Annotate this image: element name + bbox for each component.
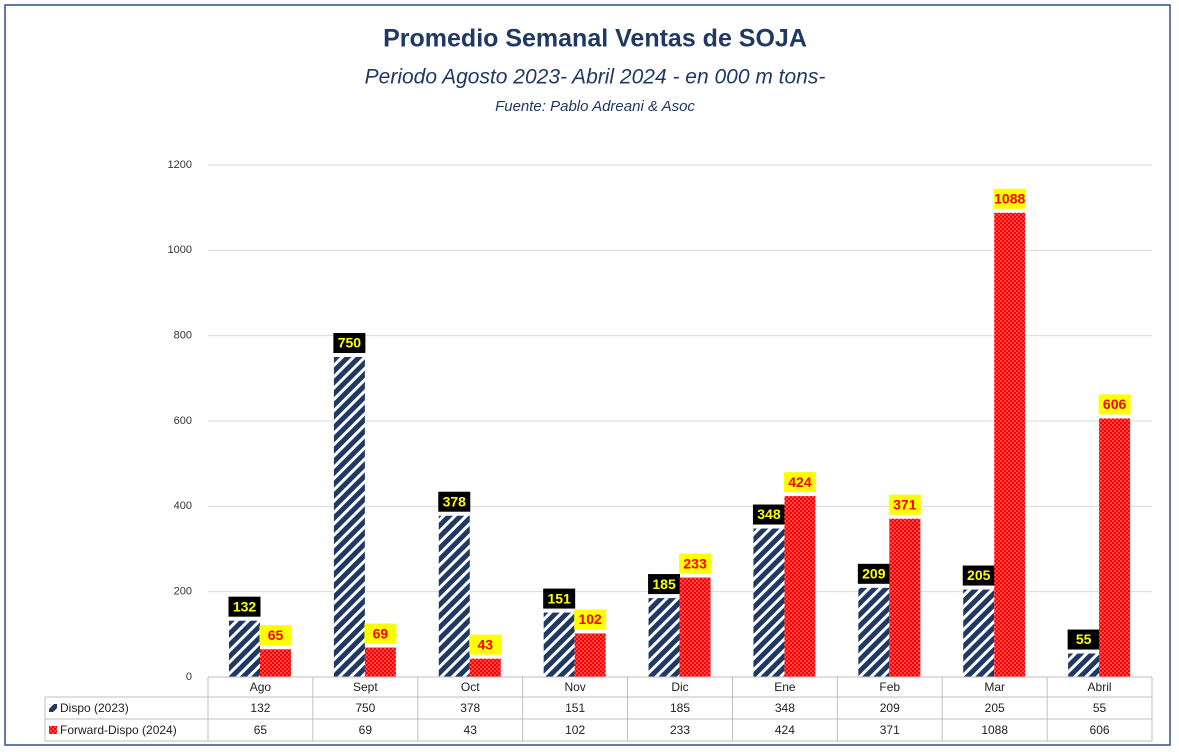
data-label: 209: [862, 566, 886, 582]
data-label-box: [333, 333, 366, 353]
y-tick-label: 200: [174, 586, 192, 598]
x-tick-label: Feb: [879, 680, 900, 694]
bar: [260, 649, 291, 677]
data-label-box: [228, 596, 261, 617]
x-tick-label: Nov: [564, 680, 585, 694]
table-cell: 378: [460, 701, 480, 715]
bar: [784, 496, 816, 677]
y-tick-label: 1200: [168, 159, 192, 171]
data-label: 43: [477, 636, 493, 652]
bar: [889, 518, 921, 677]
data-label-box: [364, 623, 397, 644]
chart-subtitle: Periodo Agosto 2023- Abril 2024 - en 000…: [365, 66, 826, 89]
bar: [333, 357, 365, 677]
legend-label: Dispo (2023): [60, 701, 129, 715]
data-label-box: [469, 634, 502, 655]
data-label-box: [679, 553, 712, 574]
data-label: 132: [233, 598, 257, 614]
x-tick-label: Mar: [984, 680, 1005, 694]
table-cell: 750: [355, 701, 375, 715]
x-tick-label: Oct: [461, 680, 480, 694]
legend-swatch: [49, 726, 57, 734]
y-tick-label: 400: [174, 500, 192, 512]
data-label-box: [888, 494, 921, 515]
data-label-box: [752, 504, 785, 525]
table-cell: 233: [670, 723, 690, 737]
legend-swatch: [49, 704, 57, 712]
bar: [364, 647, 396, 677]
data-label-box: [574, 609, 607, 630]
bar: [229, 620, 260, 677]
table-cell: 205: [985, 701, 1005, 715]
data-label: 185: [652, 576, 676, 592]
y-tick-label: 600: [174, 415, 192, 427]
data-label-box: [259, 625, 292, 646]
table-cell: 69: [359, 723, 373, 737]
data-label: 378: [443, 493, 467, 509]
bar: [648, 598, 680, 677]
y-tick-label: 800: [174, 330, 192, 342]
bar: [858, 587, 890, 677]
table-cell: 43: [464, 723, 478, 737]
bar: [469, 658, 501, 677]
table-cell: 132: [250, 701, 270, 715]
chart-title: Promedio Semanal Ventas de SOJA: [383, 25, 807, 53]
data-label-box: [648, 574, 681, 595]
x-tick-label: Sept: [353, 680, 378, 694]
table-cell: 185: [670, 701, 690, 715]
table-cell: 1088: [981, 723, 1008, 737]
data-label: 1088: [994, 190, 1025, 206]
table-cell: 348: [775, 701, 795, 715]
data-label: 750: [338, 335, 362, 351]
data-label-box: [438, 491, 471, 512]
data-label: 69: [373, 625, 389, 641]
bar: [679, 577, 711, 677]
data-label-box: [1098, 394, 1131, 415]
table-cell: 55: [1093, 701, 1107, 715]
data-label-box: [857, 563, 890, 584]
table-cell: 371: [880, 723, 900, 737]
legend-label: Forward-Dispo (2024): [60, 723, 177, 737]
x-tick-label: Dic: [671, 680, 688, 694]
y-tick-label: 0: [186, 671, 192, 683]
data-label: 102: [578, 611, 602, 627]
chart-source: Fuente: Pablo Adreani & Asoc: [495, 98, 695, 115]
data-label-box: [783, 472, 816, 493]
data-label: 151: [547, 590, 571, 606]
data-label: 65: [268, 627, 284, 643]
bar: [1099, 418, 1131, 677]
bar: [994, 212, 1026, 677]
table-cell: 606: [1090, 723, 1110, 737]
data-label: 55: [1076, 631, 1092, 647]
bar: [438, 515, 470, 677]
table-cell: 209: [880, 701, 900, 715]
data-label: 348: [757, 506, 781, 522]
data-label: 371: [893, 496, 917, 512]
table-cell: 102: [565, 723, 585, 737]
data-label: 233: [683, 555, 707, 571]
bar: [1068, 653, 1100, 677]
x-tick-label: Abril: [1088, 680, 1112, 694]
data-label-box: [543, 588, 576, 609]
y-tick-label: 1000: [168, 244, 192, 256]
data-label: 424: [788, 474, 812, 490]
table-cell: 65: [254, 723, 268, 737]
bar: [753, 528, 785, 677]
x-tick-label: Ago: [250, 680, 272, 694]
bar: [574, 633, 606, 677]
data-label-box: [993, 188, 1026, 209]
data-label: 606: [1103, 396, 1127, 412]
table-cell: 151: [565, 701, 585, 715]
data-label-box: [1067, 629, 1100, 650]
x-tick-label: Ene: [774, 680, 796, 694]
data-label-box: [962, 565, 995, 586]
table-cell: 424: [775, 723, 795, 737]
bar: [543, 612, 575, 677]
bar: [963, 589, 995, 677]
data-label: 205: [967, 567, 991, 583]
